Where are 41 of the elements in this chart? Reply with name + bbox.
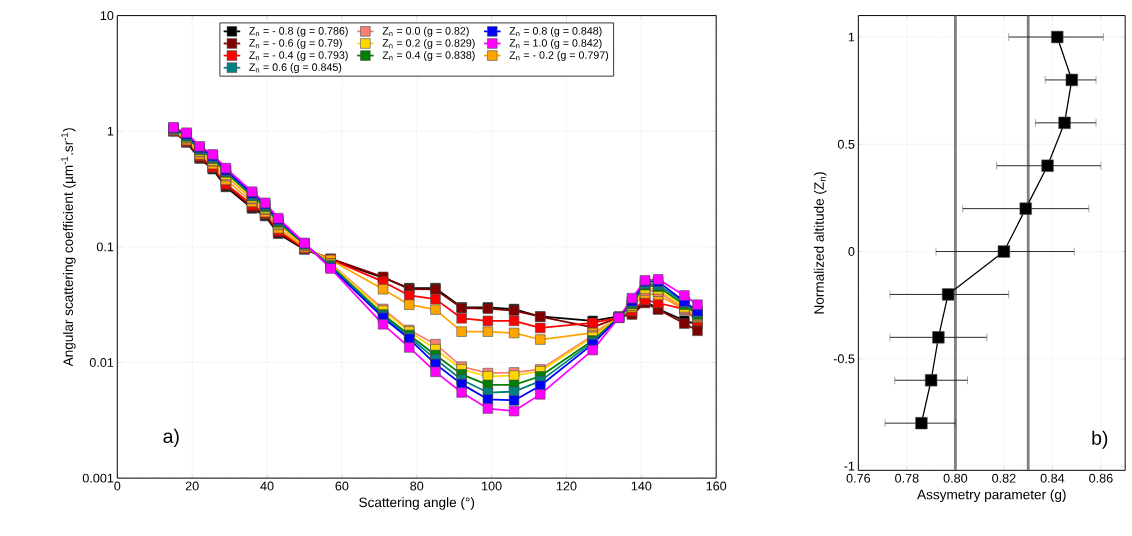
y-tick-label: -0.5: [833, 354, 855, 364]
x-axis-title: Assymetry parameter (g): [917, 489, 1066, 503]
y-tick-label: 0.1: [96, 242, 114, 252]
x-tick-label: 0.78: [895, 473, 919, 483]
y-tick-label: 1: [848, 32, 855, 42]
x-tick-label: 0.80: [943, 473, 968, 483]
x-tick-label: 120: [556, 481, 577, 491]
legend-label: Z$_{n}$ = 0.2 (g = 0.829): [382, 39, 475, 50]
annotation: a): [163, 429, 179, 448]
annotation: b): [1092, 430, 1108, 449]
x-tick-label: 40: [260, 481, 274, 491]
y-tick-label: 0.001: [82, 473, 114, 483]
x-tick-label: 160: [706, 481, 727, 491]
legend-label: Z$_{n}$ = 1.0 (g = 0.842): [509, 39, 602, 50]
legend-label: Z$_{n}$ = - 0.8 (g = 0.786): [249, 27, 348, 37]
y-tick-label: 10: [100, 11, 114, 21]
x-tick-label: 0: [114, 481, 121, 491]
x-tick-label: 100: [482, 481, 502, 491]
x-tick-label: 140: [631, 481, 652, 491]
y-tick-label: -1: [844, 461, 855, 471]
y-axis-title: Normalized altitude (Z$_{n}$): [813, 172, 827, 314]
legend-label: Z$_{n}$ = - 0.6 (g = 0.79): [249, 39, 342, 50]
x-axis-title: Scattering angle (°): [359, 497, 475, 511]
y-tick-label: 0: [848, 247, 855, 257]
y-tick-label: 0.01: [89, 358, 114, 368]
legend-label: Z$_{n}$ = - 0.2 (g = 0.797): [509, 51, 609, 62]
legend-label: Z$_{n}$ = 0.6 (g = 0.845): [249, 63, 342, 74]
x-tick-label: 0.84: [1040, 473, 1065, 483]
x-tick-label: 20: [185, 481, 199, 491]
legend-label: Z$_{n}$ = 0.4 (g = 0.838): [382, 51, 475, 62]
legend-label: Z$_{n}$ = 0.0 (g = 0.82): [382, 27, 469, 37]
x-tick-label: 0.76: [846, 473, 871, 483]
x-tick-label: 60: [335, 481, 349, 491]
legend-label: Z$_{n}$ = - 0.4 (g = 0.793): [249, 51, 348, 62]
x-tick-label: 0.82: [992, 473, 1016, 483]
x-tick-label: 0.86: [1089, 473, 1113, 483]
x-tick-label: 80: [410, 481, 424, 491]
legend-label: Z$_{n}$ = 0.8 (g = 0.848): [509, 27, 602, 37]
y-tick-label: 1: [107, 127, 114, 136]
y-axis-title: Angular scattering coefficient (µm$^{-1}$.sr$^{-1}$): [61, 128, 76, 367]
y-tick-label: 0.5: [837, 140, 855, 149]
